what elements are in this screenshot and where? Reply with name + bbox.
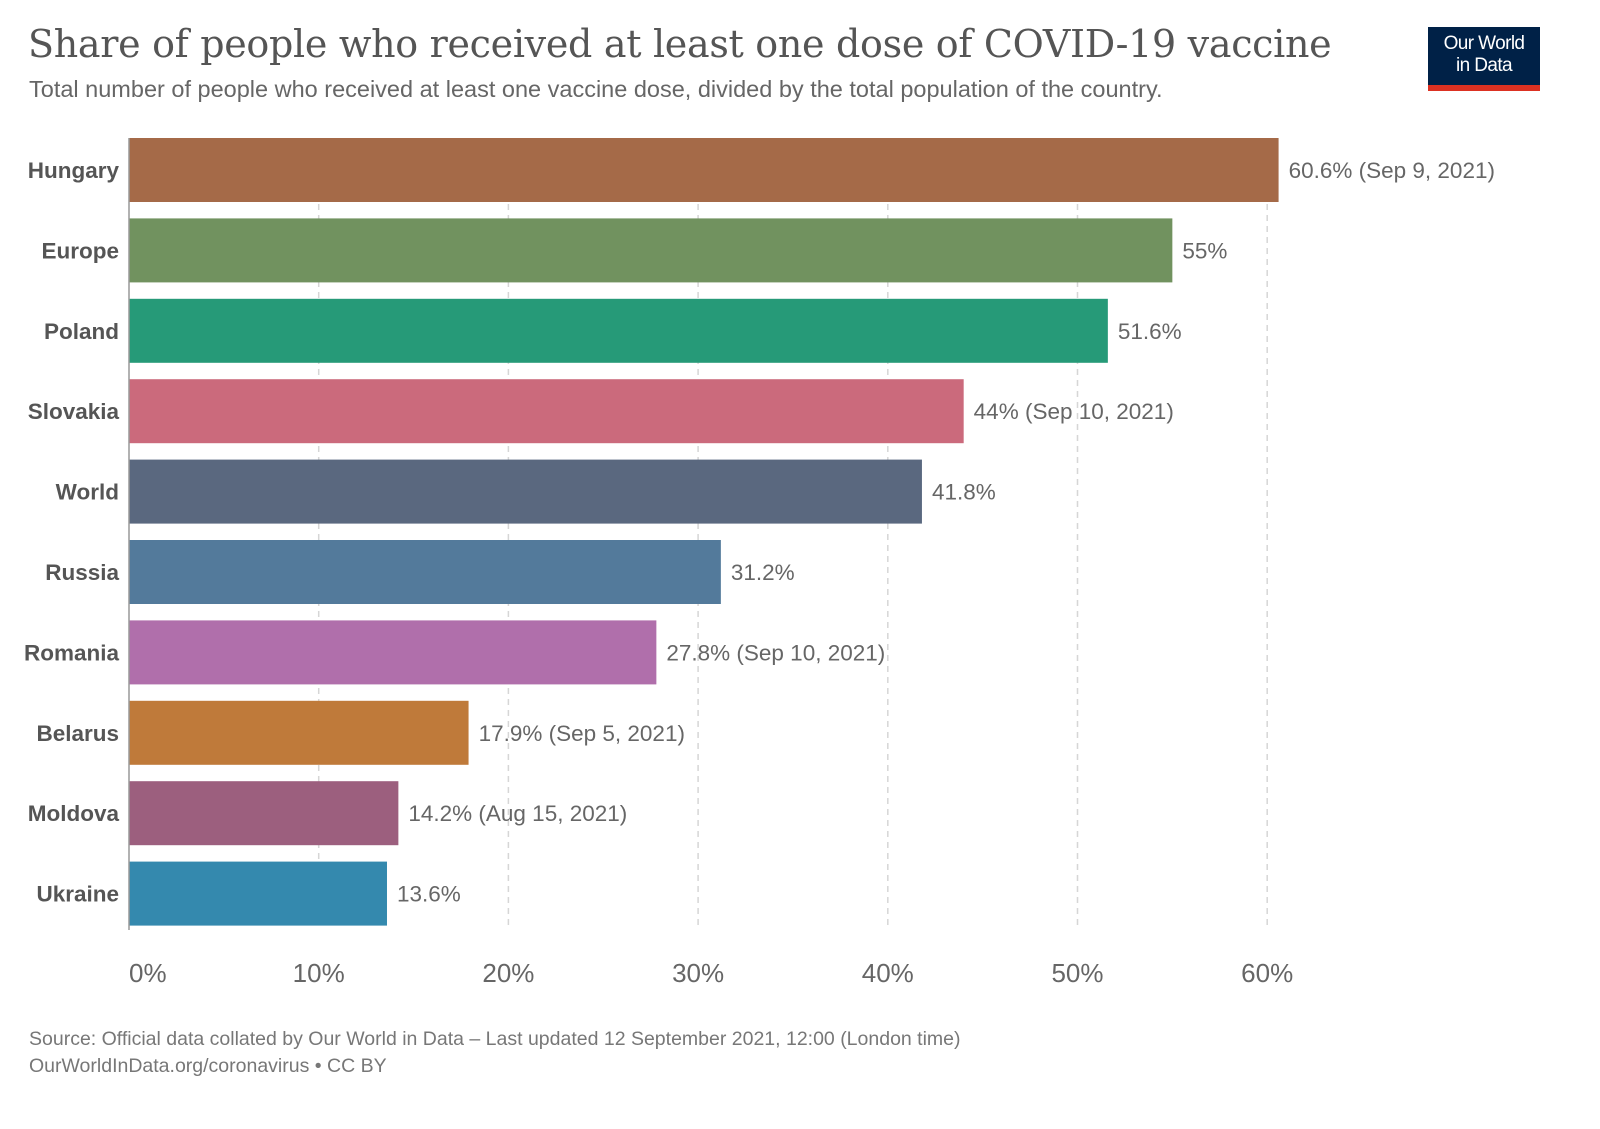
bar-russia xyxy=(129,540,721,604)
category-label: Belarus xyxy=(36,721,119,746)
bar-ukraine xyxy=(129,861,387,926)
value-label: 17.9% (Sep 5, 2021) xyxy=(479,721,685,746)
category-label: Hungary xyxy=(28,158,120,183)
value-label: 44% (Sep 10, 2021) xyxy=(974,399,1174,424)
category-label: Moldova xyxy=(28,801,120,826)
bar-europe xyxy=(129,218,1173,283)
x-tick-label: 10% xyxy=(293,958,345,988)
bar-poland xyxy=(129,298,1108,363)
logo-accent-bar xyxy=(1428,85,1540,91)
x-tick-label: 50% xyxy=(1051,958,1103,988)
category-label: Slovakia xyxy=(28,399,120,424)
bar-chart: Hungary Europe Poland Slovakia World Russia Ro… xyxy=(24,138,1495,988)
value-label: 31.2% xyxy=(731,560,795,585)
bar-moldova xyxy=(129,781,399,846)
category-label: Ukraine xyxy=(36,882,119,907)
value-label: 60.6% (Sep 9, 2021) xyxy=(1289,158,1495,183)
bars xyxy=(129,138,1279,926)
source-link[interactable]: OurWorldInData.org/coronavirus • CC BY xyxy=(29,1055,387,1077)
value-labels: 60.6% (Sep 9, 2021) 55% 51.6% 44% (Sep 10, … xyxy=(397,158,1495,907)
bar-hungary xyxy=(129,138,1279,202)
x-tick-label: 60% xyxy=(1241,958,1293,988)
owid-logo[interactable]: Our World in Data xyxy=(1428,27,1540,91)
bar-world xyxy=(129,459,922,524)
value-label: 51.6% xyxy=(1118,319,1182,344)
x-tick-label: 20% xyxy=(482,958,534,988)
category-label: Europe xyxy=(41,238,119,263)
category-label: Romania xyxy=(24,640,120,665)
value-label: 13.6% xyxy=(397,882,461,907)
chart-subtitle: Total number of people who received at l… xyxy=(29,76,1163,102)
logo-line-2: in Data xyxy=(1455,55,1513,76)
x-tick-label: 40% xyxy=(862,958,914,988)
chart-title: Share of people who received at least on… xyxy=(28,22,1332,66)
value-label: 41.8% xyxy=(932,480,996,505)
value-label: 27.8% (Sep 10, 2021) xyxy=(666,640,885,665)
bar-slovakia xyxy=(129,379,964,444)
category-labels: Hungary Europe Poland Slovakia World Russia Ro… xyxy=(24,158,120,907)
category-label: Russia xyxy=(45,560,119,585)
source-note: Source: Official data collated by Our Wo… xyxy=(29,1028,961,1050)
logo-line-1: Our World xyxy=(1443,33,1525,54)
bar-romania xyxy=(129,620,657,685)
x-axis-ticks: 0% 10% 20% 30% 40% 50% 60% xyxy=(129,958,1293,988)
category-label: World xyxy=(56,480,119,505)
x-tick-label: 30% xyxy=(672,958,724,988)
category-label: Poland xyxy=(44,319,119,344)
bar-belarus xyxy=(129,700,469,765)
value-label: 55% xyxy=(1182,238,1227,263)
value-label: 14.2% (Aug 15, 2021) xyxy=(408,801,627,826)
x-tick-label: 0% xyxy=(129,958,167,988)
